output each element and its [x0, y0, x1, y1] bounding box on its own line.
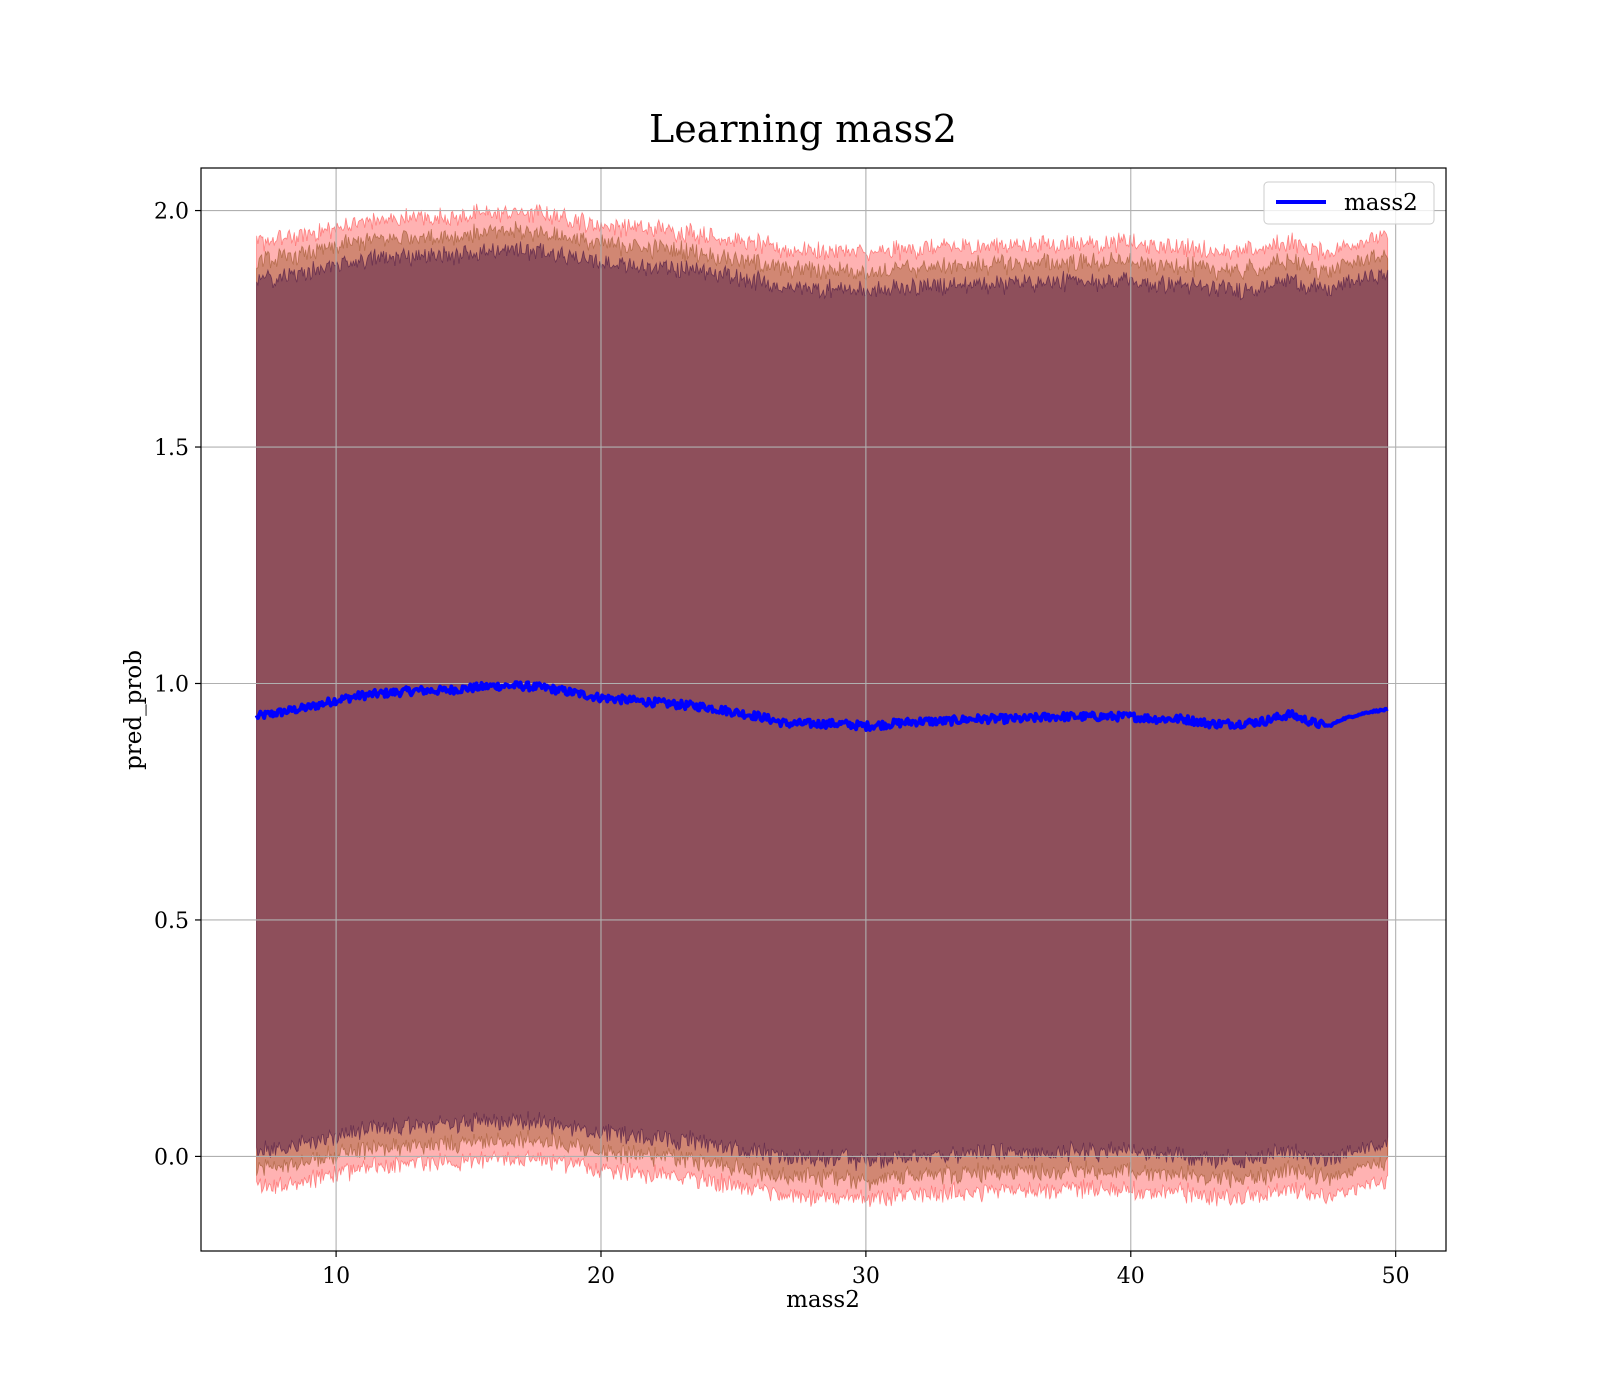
- y-tick-label-3: 1.5: [154, 436, 189, 461]
- legend-box: [1263, 181, 1435, 225]
- band-0: [256, 203, 1389, 1208]
- y-tick-label-2: 1.0: [154, 672, 189, 697]
- plot-background: [201, 168, 1446, 1251]
- y-axis-ticks: 0.0 0.5 1.0 1.5 2.0: [154, 200, 201, 1170]
- x-tick-label-3: 40: [1117, 1264, 1145, 1289]
- series-line-mass2: [254, 680, 1389, 732]
- y-tick-label-0: 0.0: [154, 1145, 189, 1170]
- confidence-bands: [256, 203, 1389, 1208]
- y-axis-label: pred_prob: [121, 650, 147, 770]
- band-2: [256, 241, 1389, 1172]
- legend: mass2: [1263, 181, 1435, 225]
- plot-area: [200, 167, 1447, 1252]
- x-axis-ticks: 10 20 30 40 50: [322, 1251, 1410, 1289]
- series-lines: [254, 680, 1389, 732]
- x-tick-label-2: 30: [852, 1264, 880, 1289]
- y-tick-label-4: 2.0: [154, 200, 189, 225]
- grid: [201, 168, 1446, 1251]
- x-axis-label: mass2: [786, 1287, 860, 1313]
- plot-frame: [200, 167, 1447, 1252]
- legend-label-mass2: mass2: [1344, 190, 1418, 216]
- x-tick-label-1: 20: [587, 1264, 615, 1289]
- y-tick-label-1: 0.5: [154, 909, 189, 934]
- chart-title: Learning mass2: [649, 107, 957, 151]
- x-tick-label-4: 50: [1382, 1264, 1410, 1289]
- x-tick-label-0: 10: [322, 1264, 350, 1289]
